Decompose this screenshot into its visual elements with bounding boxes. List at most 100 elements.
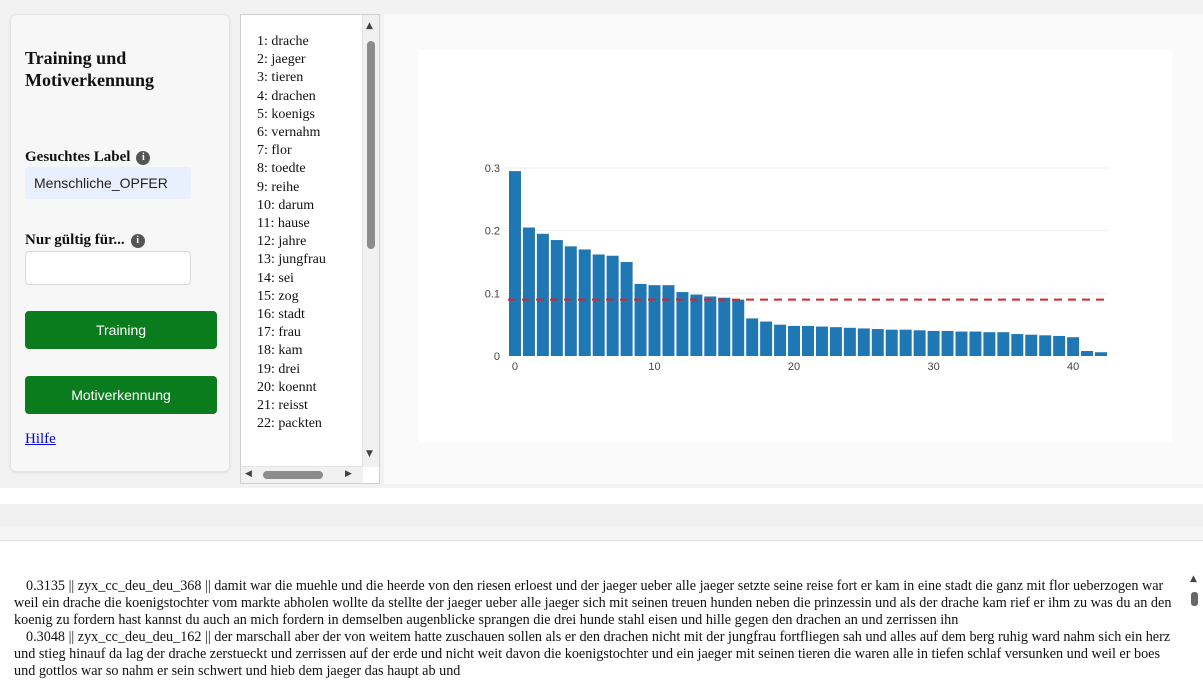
bar [746, 318, 759, 356]
x-tick-label: 10 [648, 361, 660, 373]
list-item[interactable]: 17: frau [257, 325, 301, 341]
bar [941, 330, 954, 356]
bar [927, 330, 940, 356]
list-item[interactable]: 22: packten [257, 416, 322, 432]
bar [1067, 337, 1080, 356]
info-icon[interactable]: i [136, 150, 151, 165]
bar [1025, 334, 1038, 356]
help-link[interactable]: Hilfe [25, 431, 56, 447]
bar [620, 262, 633, 356]
vertical-scrollbar[interactable]: ▲ ▼ [362, 15, 379, 467]
only-valid-label: Nur gültig für... [25, 232, 125, 248]
bar [578, 249, 591, 356]
list-item[interactable]: 8: toedte [257, 161, 306, 177]
x-tick-label: 40 [1067, 361, 1079, 373]
list-item[interactable]: 13: jungfrau [257, 252, 326, 268]
y-tick-label: 0.2 [485, 226, 500, 238]
bar [718, 297, 731, 356]
list-item[interactable]: 5: koenigs [257, 106, 315, 122]
list-item[interactable]: 20: koennt [257, 379, 317, 395]
bar [955, 331, 968, 356]
motiverkennung-button[interactable]: Motiverkennung [25, 376, 217, 414]
bar [550, 240, 563, 356]
bar [829, 327, 842, 356]
list-item[interactable]: 12: jahre [257, 234, 307, 250]
list-item[interactable]: 1: drache [257, 34, 309, 49]
bar [1081, 350, 1094, 356]
chart-panel: 0 0.1 0.2 0.3 0 10 20 30 40 [384, 14, 1203, 484]
only-label-row: Nur gültig für... i [25, 232, 145, 249]
training-button[interactable]: Training [25, 311, 217, 349]
info-icon[interactable]: i [130, 233, 145, 248]
scroll-left-icon[interactable]: ◀ [245, 469, 252, 479]
y-tick-label: 0.1 [485, 288, 500, 300]
list-item[interactable]: 2: jaeger [257, 52, 306, 68]
bar [760, 321, 773, 356]
bar [634, 283, 647, 356]
result-entry: 0.3048 || zyx_cc_deu_deu_162 || der mars… [14, 629, 1171, 679]
sidebar-panel: Training und Motiverkennung Gesuchtes La… [10, 14, 230, 472]
bar [732, 299, 745, 356]
list-item[interactable]: 11: hause [257, 216, 310, 232]
bar [802, 325, 814, 356]
list-item[interactable]: 16: stadt [257, 307, 305, 323]
list-item[interactable]: 7: flor [257, 143, 292, 159]
search-label-input[interactable] [25, 167, 191, 199]
bar [788, 325, 801, 356]
scroll-thumb-horizontal[interactable] [263, 471, 323, 479]
list-item[interactable]: 19: drei [257, 361, 301, 377]
bar [1053, 335, 1066, 356]
bar [983, 332, 996, 356]
search-label: Gesuchtes Label [25, 149, 131, 165]
list-item[interactable]: 14: sei [257, 270, 294, 286]
bar [1095, 352, 1108, 356]
x-tick-label: 0 [512, 361, 518, 373]
scroll-right-icon[interactable]: ▶ [345, 469, 352, 479]
x-tick-label: 20 [788, 361, 800, 373]
bar [913, 330, 926, 356]
word-listbox[interactable]: 1: drache 2: jaeger 3: tieren 4: drachen 5: … [240, 14, 380, 484]
bar-chart: 0 0.1 0.2 0.3 0 10 20 30 40 [418, 50, 1172, 442]
word-list: 1: drache 2: jaeger 3: tieren 4: drachen 5: … [257, 33, 326, 433]
x-tick-label: 30 [927, 361, 939, 373]
bar [522, 227, 535, 356]
scroll-up-icon[interactable]: ▲ [366, 21, 373, 31]
search-label-row: Gesuchtes Label i [25, 149, 151, 166]
list-item[interactable]: 9: reihe [257, 179, 300, 195]
results-text: 0.3135 || zyx_cc_deu_deu_368 || damit wa… [14, 578, 1174, 680]
horizontal-scrollbar[interactable]: ◀ ▶ [241, 466, 363, 483]
bar [662, 285, 675, 356]
y-tick-label: 0 [494, 351, 500, 363]
y-tick-label: 0.3 [485, 163, 500, 175]
result-entry: 0.3135 || zyx_cc_deu_deu_368 || damit wa… [14, 578, 1172, 628]
results-scroll-thumb[interactable] [1191, 592, 1198, 606]
bar [1039, 335, 1052, 356]
bar [508, 171, 521, 356]
only-valid-input[interactable] [25, 251, 191, 285]
scroll-thumb[interactable] [367, 41, 375, 249]
bar [899, 329, 912, 356]
bar [857, 328, 870, 356]
results-scrollbar[interactable]: ▲ [1189, 574, 1199, 696]
scroll-up-icon[interactable]: ▲ [1190, 574, 1197, 584]
bar [815, 326, 828, 356]
list-item[interactable]: 4: drachen [257, 88, 316, 104]
bar [592, 254, 605, 356]
list-item[interactable]: 3: tieren [257, 70, 304, 86]
list-item[interactable]: 10: darum [257, 197, 315, 213]
bar [885, 329, 898, 356]
bar [969, 331, 982, 356]
bar [871, 329, 884, 356]
scroll-down-icon[interactable]: ▼ [366, 449, 373, 459]
bar [843, 327, 856, 356]
bar [704, 296, 717, 356]
bar [774, 324, 787, 356]
section-divider [0, 504, 1203, 526]
bar [690, 294, 703, 356]
bar [606, 255, 619, 356]
list-item[interactable]: 21: reisst [257, 398, 308, 414]
list-item[interactable]: 6: vernahm [257, 125, 321, 141]
list-item[interactable]: 18: kam [257, 343, 303, 359]
list-item[interactable]: 15: zog [257, 288, 299, 304]
bar [536, 233, 549, 356]
